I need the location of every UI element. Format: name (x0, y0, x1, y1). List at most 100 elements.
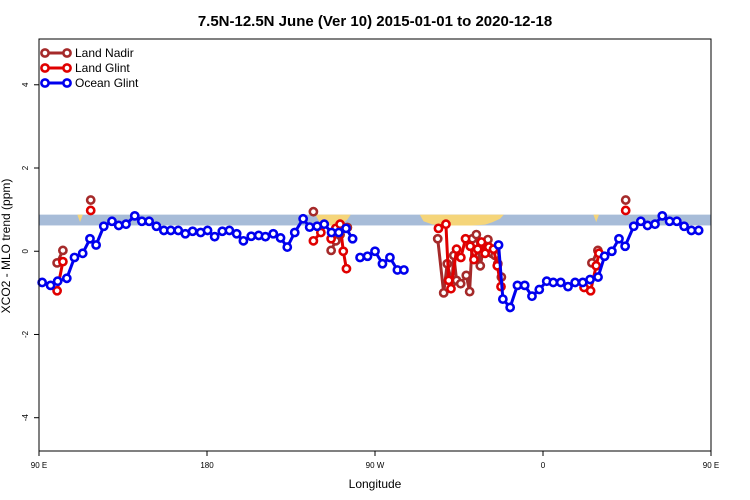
ocean-glint-point (370, 246, 380, 257)
ocean-glint-point (113, 220, 124, 231)
land-nadir-point (461, 270, 472, 281)
ocean-glint-point (85, 233, 95, 244)
ocean-glint-point (238, 235, 249, 246)
ocean-glint-point (628, 221, 639, 232)
ocean-glint-point (231, 228, 242, 239)
ocean-glint-point (45, 280, 56, 291)
ocean-glint-point (209, 231, 220, 242)
ocean-glint-point (505, 302, 516, 313)
ocean-glint-point (534, 284, 545, 295)
ocean-glint-point (642, 220, 653, 231)
legend-label: Ocean Glint (75, 76, 139, 90)
legend-marker (62, 63, 72, 73)
land-patch (419, 214, 504, 226)
ocean-glint-point (650, 219, 660, 230)
land-patch (593, 214, 599, 223)
ocean-glint-point (319, 219, 330, 230)
land-nadir-point (455, 278, 466, 289)
land-glint-point (52, 285, 63, 296)
ocean-glint-point (570, 277, 581, 288)
y-tick-label: 4 (21, 82, 30, 87)
ocean-glint-point (614, 233, 624, 244)
y-tick-label: -2 (21, 330, 30, 338)
x-tick-label: 90 E (703, 461, 719, 470)
ocean-glint-point (585, 274, 595, 285)
ocean-glint-point (98, 221, 109, 232)
land-nadir-point (57, 245, 68, 256)
x-tick-label: 90 E (31, 461, 47, 470)
land-nadir-point (432, 233, 443, 244)
land-glint-point (341, 263, 352, 274)
ocean-glint-point (260, 231, 271, 242)
land-glint-point (476, 237, 487, 247)
land-nadir-point (464, 286, 475, 297)
land-nadir-point (85, 195, 96, 205)
ocean-glint-point (493, 240, 504, 250)
ocean-glint-point (555, 277, 566, 288)
ocean-glint-point (304, 222, 315, 233)
land-nadir-point (620, 195, 631, 205)
ocean-glint-point (679, 221, 690, 232)
ocean-glint-point (129, 210, 140, 221)
ocean-glint-point (355, 252, 365, 263)
ocean-glint-point (671, 216, 682, 227)
ocean-glint-point (91, 240, 102, 250)
ocean-glint-point (275, 233, 286, 243)
legend-item-ocean-glint: Ocean Glint (40, 76, 139, 90)
ocean-glint-point (620, 241, 631, 252)
legend-item-land-glint: Land Glint (40, 61, 130, 75)
legend-label: Land Nadir (75, 46, 134, 60)
x-tick-label: 180 (200, 461, 214, 470)
legend-marker (40, 48, 50, 58)
ocean-glint-point (107, 216, 117, 227)
land-glint-point (460, 233, 471, 244)
x-tick-label: 0 (541, 461, 546, 470)
land-patch (77, 214, 83, 223)
ocean-glint-point (69, 252, 80, 263)
legend-label: Land Glint (75, 61, 130, 75)
legend-marker (40, 63, 50, 73)
land-glint-point (585, 285, 596, 296)
ocean-glint-point (635, 216, 646, 227)
land-glint-point (451, 244, 462, 255)
ocean-glint-point (144, 216, 155, 227)
x-axis-label: Longitude (349, 477, 402, 491)
ocean-band (39, 214, 711, 226)
ocean-glint-point (202, 225, 213, 236)
legend-item-land-nadir: Land Nadir (40, 46, 134, 60)
ocean-glint-point (693, 225, 704, 236)
land-glint-point (465, 241, 476, 252)
land-glint-point (441, 219, 451, 230)
plot-area (37, 195, 711, 313)
ocean-glint-point (61, 273, 72, 284)
land-glint-point (85, 205, 96, 216)
ocean-glint-point (187, 226, 198, 237)
land-glint-point (620, 205, 631, 216)
land-glint-point (433, 223, 444, 234)
ocean-glint-point (165, 225, 176, 236)
ocean-glint-point (399, 265, 409, 275)
chart-title: 7.5N-12.5N June (Ver 10) 2015-01-01 to 2… (198, 13, 552, 30)
ocean-glint-point (599, 251, 610, 262)
plot-frame (38, 38, 712, 452)
ocean-glint-point (606, 246, 617, 257)
ocean-glint-point (548, 277, 559, 288)
ocean-glint-point (246, 231, 257, 242)
ocean-glint-point (298, 213, 309, 224)
legend-marker (40, 78, 50, 88)
y-tick-label: -4 (21, 414, 30, 422)
ocean-glint-point (224, 225, 235, 236)
land-glint-point (443, 275, 454, 286)
ocean-glint-point (563, 281, 573, 292)
ocean-glint-point (377, 258, 388, 269)
legend-marker (62, 48, 72, 58)
land-nadir-point (326, 245, 337, 256)
axes: 90 E 180 90 W 0 90 E -4 -2 0 2 4 (21, 38, 719, 470)
y-tick-label: 0 (21, 248, 30, 253)
ocean-glint-point (151, 221, 162, 232)
ocean-glint-point (527, 291, 537, 302)
ocean-glint-point (341, 223, 351, 234)
land-glint-point (591, 260, 602, 271)
ocean-glint-point (52, 276, 63, 287)
